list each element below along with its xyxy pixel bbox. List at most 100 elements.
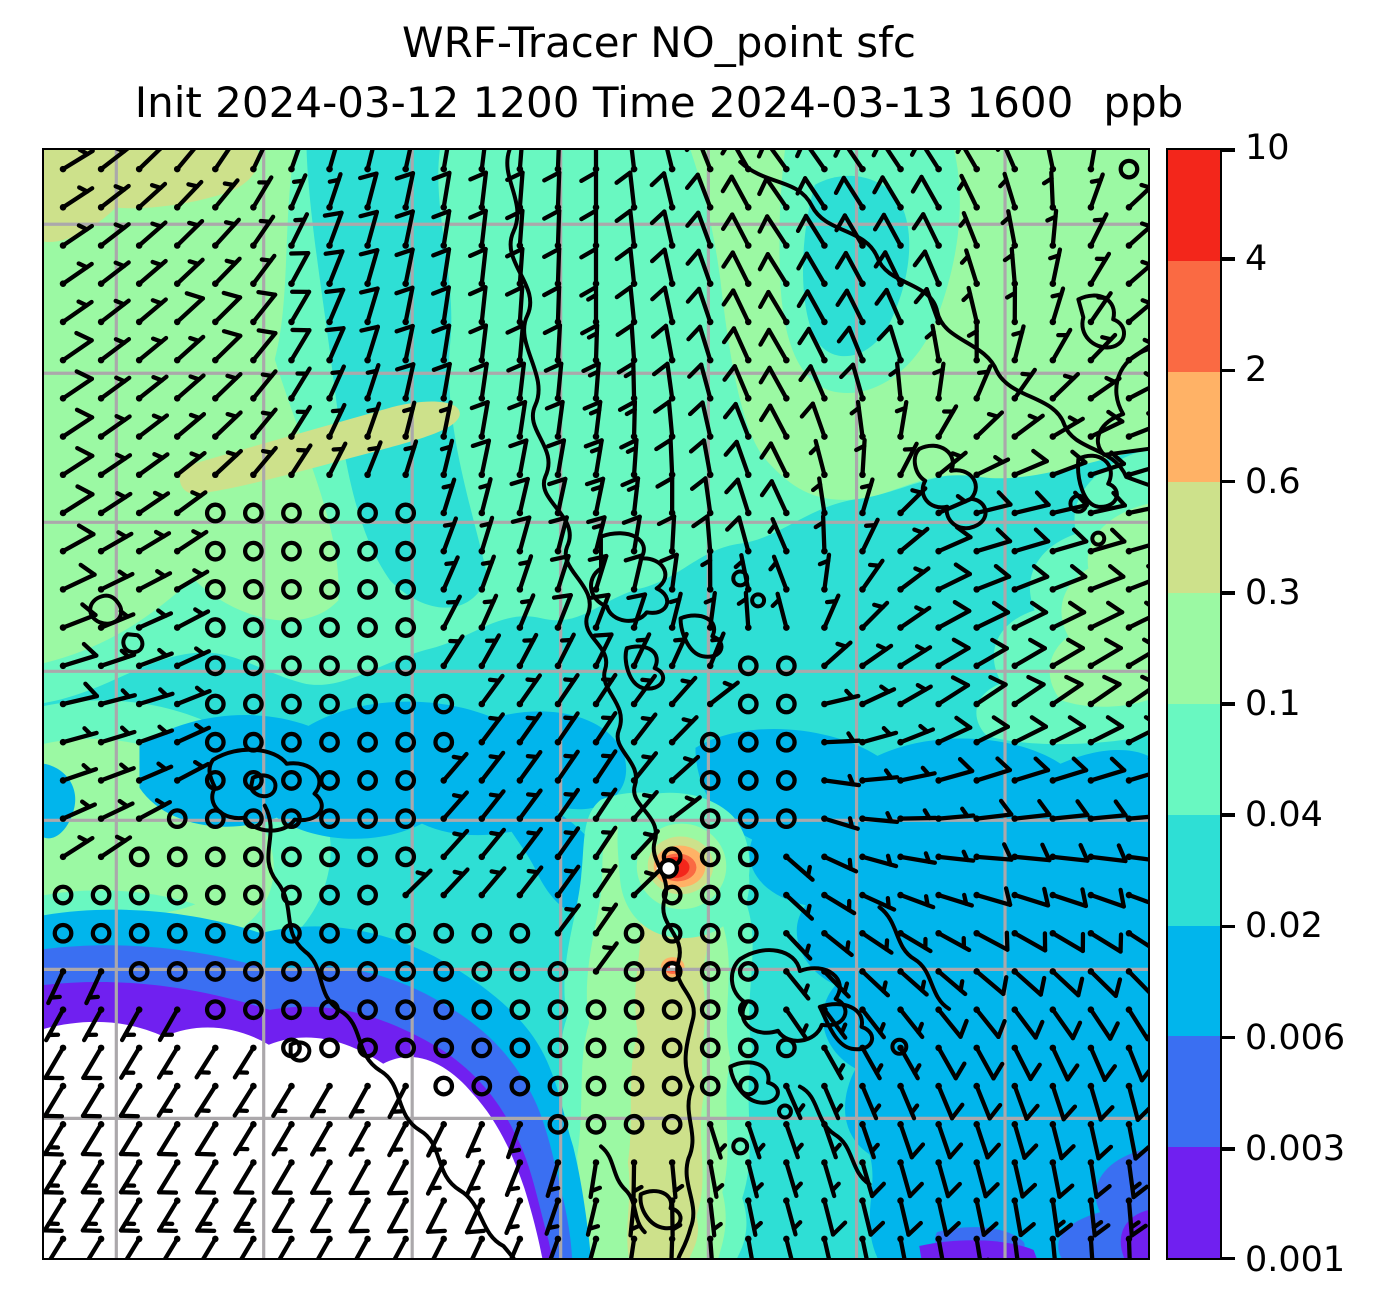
- barb-half-tick: [1048, 253, 1061, 261]
- wind-barb: [973, 715, 1011, 746]
- barb-half-tick: [438, 406, 452, 414]
- barb-half-tick: [488, 754, 502, 760]
- wind-barb: [973, 527, 1013, 555]
- barb-shaft: [1088, 969, 1118, 998]
- wind-barb: [478, 554, 496, 593]
- calm-circle: [737, 846, 759, 868]
- wind-barb: [431, 1235, 448, 1258]
- wind-barb: [1011, 929, 1048, 953]
- colorbar-segment: [1168, 925, 1220, 1037]
- wind-barb: [721, 326, 752, 364]
- barb-full-tick: [654, 437, 673, 452]
- calm-circle: [737, 961, 759, 982]
- barb-full-tick: [1140, 674, 1148, 682]
- wind-barb: [935, 599, 972, 631]
- calm-circle: [204, 770, 226, 791]
- wind-barb: [796, 289, 828, 326]
- barb-full-tick: [1024, 1103, 1040, 1121]
- wind-barb: [935, 849, 976, 863]
- barb-full-tick: [582, 399, 603, 411]
- wind-barb: [271, 1159, 295, 1195]
- barb-full-tick: [722, 364, 737, 382]
- barb-base-dot: [1125, 586, 1133, 593]
- wind-barb: [1011, 842, 1052, 863]
- calm-circle: [737, 922, 759, 944]
- barb-full-tick: [619, 437, 639, 450]
- barb-full-tick: [991, 1061, 1005, 1081]
- calm-circle: [242, 693, 264, 715]
- barb-shaft: [936, 1236, 945, 1258]
- barb-base-dot: [135, 1044, 143, 1052]
- barb-base-dot: [592, 1159, 600, 1166]
- wind-barb: [859, 477, 875, 517]
- wind-barb: [1011, 600, 1049, 631]
- wind-barb: [783, 1235, 794, 1258]
- barb-base-dot: [402, 280, 409, 288]
- barb-half-tick: [874, 1063, 884, 1076]
- wind-barb: [684, 150, 714, 173]
- barb-half-tick: [525, 792, 540, 798]
- wind-barb: [173, 257, 205, 288]
- calm-circle: [204, 655, 226, 677]
- barb-shaft: [974, 610, 1011, 630]
- barb-shaft: [517, 170, 525, 210]
- barb-full-tick: [990, 637, 1009, 651]
- calm-circle: [204, 999, 226, 1021]
- barb-base-dot: [821, 1120, 828, 1128]
- calm-circle: [204, 693, 226, 715]
- wind-barb: [1087, 843, 1128, 864]
- wind-barb: [1004, 284, 1019, 326]
- barb-base-dot: [250, 1235, 257, 1243]
- barb-base-dot: [668, 471, 676, 479]
- barb-base-dot: [1049, 891, 1057, 899]
- barb-half-tick: [587, 1224, 601, 1231]
- barb-base-dot: [364, 318, 371, 326]
- wind-barb: [783, 968, 811, 1001]
- barb-base-dot: [1125, 777, 1133, 784]
- barb-base-dot: [1049, 1235, 1057, 1243]
- colorbar-segment: [1168, 1147, 1220, 1258]
- barb-shaft: [665, 361, 675, 401]
- barb-base-dot: [897, 777, 904, 784]
- barb-shaft: [767, 365, 789, 401]
- wind-barb: [542, 170, 562, 211]
- wind-barb: [440, 828, 470, 861]
- wind-barb: [1049, 327, 1073, 364]
- barb-base-dot: [516, 586, 524, 593]
- wind-barb: [81, 1044, 105, 1081]
- calm-circle: [90, 922, 112, 944]
- barb-shaft: [479, 323, 489, 363]
- barb-base-dot: [935, 1197, 942, 1204]
- calm-circle: [357, 1037, 378, 1059]
- barb-full-tick: [1133, 1145, 1148, 1161]
- barb-base-dot: [97, 356, 105, 364]
- barb-shaft: [669, 514, 677, 554]
- barb-base-dot: [59, 1006, 67, 1013]
- wind-barb: [1125, 1044, 1148, 1083]
- wind-barb: [470, 438, 492, 479]
- wind-barb: [1125, 182, 1148, 211]
- wind-barb: [250, 214, 276, 249]
- wind-barb: [783, 929, 813, 961]
- wind-barb: [478, 633, 502, 670]
- barb-half-tick: [119, 725, 131, 736]
- calm-circle: [319, 617, 340, 638]
- barb-base-dot: [1011, 586, 1019, 593]
- calm-circle: [547, 1037, 569, 1059]
- barb-half-tick: [879, 684, 891, 694]
- barb-base-dot: [1125, 1159, 1133, 1166]
- barb-half-tick: [76, 261, 89, 270]
- wind-barb: [173, 450, 207, 479]
- barb-half-tick: [1004, 290, 1018, 300]
- barb-full-tick: [909, 1142, 926, 1160]
- barb-base-dot: [630, 815, 638, 822]
- barb-shaft: [1012, 854, 1052, 863]
- barb-base-dot: [135, 1235, 143, 1243]
- barb-base-dot: [97, 509, 105, 517]
- barb-base-dot: [1011, 777, 1019, 784]
- barb-shaft: [1012, 610, 1049, 630]
- barb-shaft: [700, 400, 713, 439]
- barb-shaft: [1088, 645, 1124, 668]
- wind-barb: [1049, 1082, 1078, 1122]
- wind-barb: [250, 253, 277, 288]
